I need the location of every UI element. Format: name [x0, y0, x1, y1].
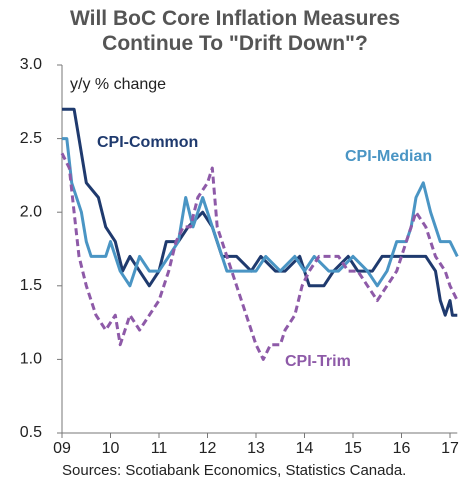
x-tick-label: 10 [102, 440, 120, 457]
x-tick-label: 17 [441, 440, 459, 457]
y-tick-label: 2.0 [20, 203, 42, 220]
x-tick-label: 16 [393, 440, 411, 457]
x-tick-label: 12 [199, 440, 217, 457]
y-axis-label: y/y % change [70, 76, 166, 93]
chart-title: Will BoC Core Inflation Measures Continu… [69, 7, 401, 55]
series-label: CPI-Common [97, 134, 198, 151]
y-tick-label: 3.0 [20, 56, 42, 73]
x-tick-label: 11 [151, 440, 168, 457]
series-label: CPI-Trim [285, 353, 351, 370]
series-label: CPI-Median [345, 148, 432, 165]
x-tick-label: 13 [247, 440, 265, 457]
y-tick-label: 0.5 [20, 424, 42, 441]
x-tick-label: 14 [296, 440, 314, 457]
y-tick-label: 1.0 [20, 351, 42, 368]
x-tick-label: 15 [344, 440, 362, 457]
y-tick-label: 2.5 [20, 130, 42, 147]
source-note: Sources: Scotiabank Economics, Statistic… [62, 462, 407, 479]
x-tick-label: 09 [53, 440, 71, 457]
series-line [60, 152, 459, 361]
y-tick-label: 1.5 [20, 277, 42, 294]
